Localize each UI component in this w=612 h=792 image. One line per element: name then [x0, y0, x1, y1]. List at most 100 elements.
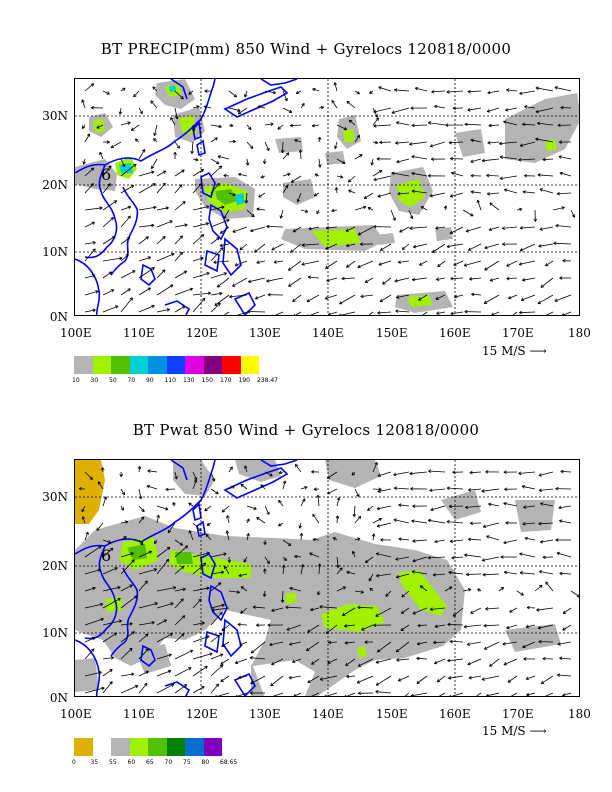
wind-arrow-head: [95, 290, 99, 294]
wind-arrow: [371, 158, 374, 166]
wind-arrow-head: [359, 516, 362, 520]
wind-arrow: [174, 539, 183, 546]
wind-arrow: [102, 257, 123, 262]
wind-arrow-head: [220, 654, 224, 657]
wind-arrow-head: [249, 657, 253, 660]
wind-arrow: [120, 488, 125, 496]
wind-arrow: [520, 572, 536, 575]
wind-arrow: [354, 134, 360, 143]
wind-arrow-head: [373, 179, 377, 182]
wind-arrow-head: [375, 553, 379, 556]
legend-label: 190: [238, 377, 250, 384]
wind-arrow-head: [396, 295, 399, 298]
wind-arrow-head: [486, 695, 488, 696]
wind-arrow-head: [234, 263, 238, 266]
wind-arrow-head: [377, 489, 381, 493]
wind-arrow-head: [376, 552, 380, 554]
wind-arrow-head: [559, 172, 563, 176]
wind-arrow-head: [201, 621, 205, 624]
wind-arrow: [519, 311, 536, 314]
wind-arrow-head: [467, 89, 471, 93]
wind-arrow-head: [237, 108, 241, 112]
wind-arrow: [559, 657, 572, 660]
wind-arrow-head: [219, 243, 223, 247]
wind-arrow-head: [91, 476, 93, 480]
wind-arrow-head: [237, 110, 241, 112]
wind-arrow: [174, 201, 186, 211]
wind-arrow: [120, 685, 139, 694]
wind-arrow-head: [99, 671, 102, 675]
wind-arrow-head: [470, 173, 474, 176]
wind-arrow: [409, 471, 428, 475]
wind-arrow-head: [454, 296, 458, 299]
wind-arrow-head: [559, 657, 563, 661]
wind-arrow-head: [310, 607, 313, 611]
wind-arrow-head: [377, 475, 381, 477]
wind-arrow-head: [559, 140, 562, 143]
wind-arrow: [156, 619, 167, 626]
wind-arrow-head: [470, 191, 474, 194]
wind-arrow-head: [418, 297, 421, 301]
wind-arrow-head: [364, 641, 368, 644]
wind-arrow-head: [223, 553, 227, 556]
wind-arrow-head: [124, 536, 127, 540]
wind-arrow: [243, 556, 248, 563]
wind-arrow: [394, 487, 410, 490]
wind-arrow-head: [519, 227, 523, 230]
wind-arrow: [288, 277, 302, 287]
wind-arrow-head: [488, 502, 492, 505]
wind-arrow-head: [452, 106, 456, 109]
wind-arrow-head: [447, 624, 451, 627]
wind-arrow-head: [397, 262, 402, 264]
panel1-legend-labels: 10 30 50 70 90 110 130 150 170 190 238.47: [72, 377, 278, 385]
wind-arrow-head: [401, 246, 404, 250]
wind-arrow: [84, 587, 96, 592]
wind-arrow: [82, 516, 86, 524]
wind-arrow: [210, 604, 225, 609]
wind-arrow-head: [481, 160, 486, 163]
wind-arrow-head: [498, 141, 502, 145]
wind-arrow-head: [165, 206, 169, 209]
wind-arrow: [570, 590, 579, 597]
wind-arrow-head: [524, 173, 528, 177]
wind-arrow: [484, 641, 500, 650]
wind-arrow-head: [451, 172, 454, 176]
wind-arrow-head: [481, 560, 486, 562]
wind-arrow: [266, 277, 284, 282]
wind-arrow: [297, 192, 302, 203]
wind-arrow: [228, 107, 241, 112]
wind-arrow-head: [393, 518, 397, 520]
wind-arrow-head: [483, 625, 487, 628]
wind-arrow: [192, 598, 202, 609]
wind-arrow-head: [245, 200, 249, 204]
wind-arrow-head: [395, 575, 399, 578]
wind-arrow: [390, 209, 396, 221]
wind-arrow-head: [92, 274, 96, 278]
wind-arrow-head: [133, 163, 137, 165]
wind-arrow: [376, 573, 392, 577]
wind-arrow: [468, 243, 482, 251]
wind-arrow-head: [291, 659, 295, 663]
wind-arrow-head: [522, 122, 526, 125]
wind-arrow-head: [311, 123, 315, 127]
wind-arrow-head: [232, 485, 235, 489]
wind-arrow-head: [519, 312, 523, 315]
wind-arrow-head: [445, 123, 449, 126]
wind-arrow-head: [151, 621, 155, 623]
wind-arrow-head: [508, 295, 511, 299]
wind-arrow: [192, 292, 211, 296]
wind-arrow-head: [148, 287, 151, 291]
wind-arrow: [120, 536, 127, 541]
wind-arrow-head: [119, 474, 122, 478]
wind-arrow-head: [301, 264, 305, 266]
wind-arrow-head: [325, 265, 328, 269]
wind-arrow-head: [428, 122, 431, 125]
wind-arrow-head: [416, 657, 420, 661]
wind-arrow: [410, 692, 428, 696]
wind-arrow-head: [189, 530, 192, 533]
wind-arrow-head: [301, 532, 304, 536]
wind-arrow-head: [482, 574, 486, 577]
wind-arrow-head: [373, 224, 377, 227]
legend-label: 60: [127, 759, 136, 766]
wind-arrow-head: [312, 88, 315, 92]
